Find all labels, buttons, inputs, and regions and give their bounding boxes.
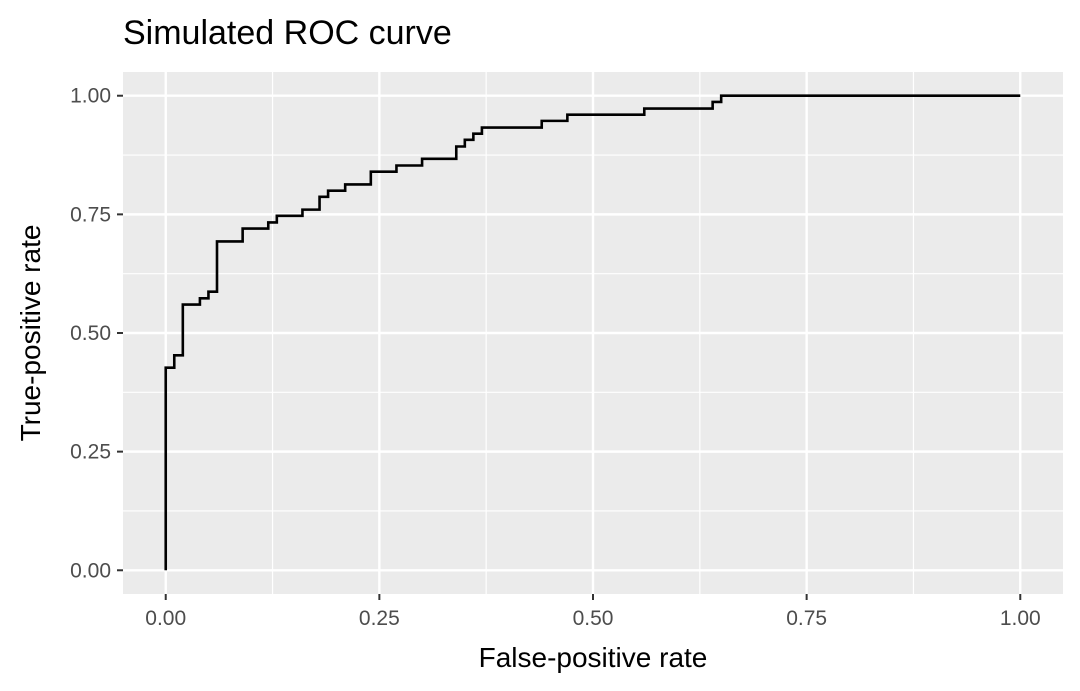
y-tick-label: 0.50 [70,322,111,345]
x-tick-label: 0.75 [786,607,827,630]
x-axis: 0.00 0.25 0.50 0.75 1.00 [145,594,1041,630]
roc-curve-line [164,94,1021,571]
y-axis: 0.00 0.25 0.50 0.75 1.00 [70,85,123,582]
chart-title: Simulated ROC curve [123,14,452,52]
x-axis-title: False-positive rate [479,642,708,673]
major-gridlines [123,72,1063,594]
y-tick-label: 1.00 [70,85,111,108]
y-tick-label: 0.00 [70,559,111,582]
x-tick-label: 0.25 [359,607,400,630]
y-tick-label: 0.25 [70,441,111,464]
x-tick-label: 1.00 [1000,607,1041,630]
y-axis-title: True-positive rate [15,225,46,442]
x-tick-label: 0.00 [145,607,186,630]
y-tick-label: 0.75 [70,203,111,226]
x-tick-label: 0.50 [573,607,614,630]
